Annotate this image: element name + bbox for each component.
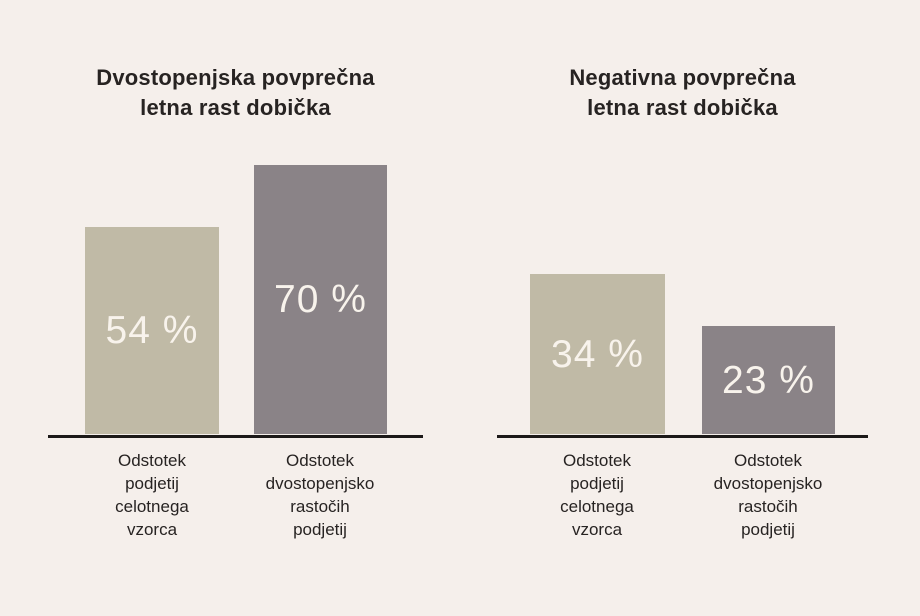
left-chart-category-two-stage-growers: Odstotek dvostopenjsko rastočih podjetij — [265, 451, 375, 539]
right-chart-bar-total-sample: 34 % — [530, 274, 665, 434]
left-chart-title: Dvostopenjska povprečna letna rast dobič… — [96, 65, 375, 120]
right-chart-baseline-axis — [497, 435, 868, 438]
left-chart-bar-two-stage-growers: 70 % — [254, 165, 387, 434]
left-chart-category-total-sample: Odstotek podjetij celotnega vzorca — [115, 451, 189, 539]
right-chart-title: Negativna povprečna letna rast dobička — [569, 65, 796, 120]
left-chart-bar-total-sample: 54 % — [85, 227, 219, 434]
right-chart-bar-two-stage-growers: 23 % — [702, 326, 835, 434]
right-chart-bar-total-sample-value: 34 % — [551, 332, 644, 376]
right-chart-category-total-sample: Odstotek podjetij celotnega vzorca — [560, 451, 634, 539]
left-chart-bar-total-sample-value: 54 % — [105, 309, 199, 352]
left-chart-baseline-axis — [48, 435, 423, 438]
right-chart-bar-two-stage-growers-value: 23 % — [722, 358, 815, 402]
left-chart-bar-two-stage-growers-value: 70 % — [274, 278, 367, 321]
right-chart-category-two-stage-growers: Odstotek dvostopenjsko rastočih podjetij — [713, 451, 823, 539]
